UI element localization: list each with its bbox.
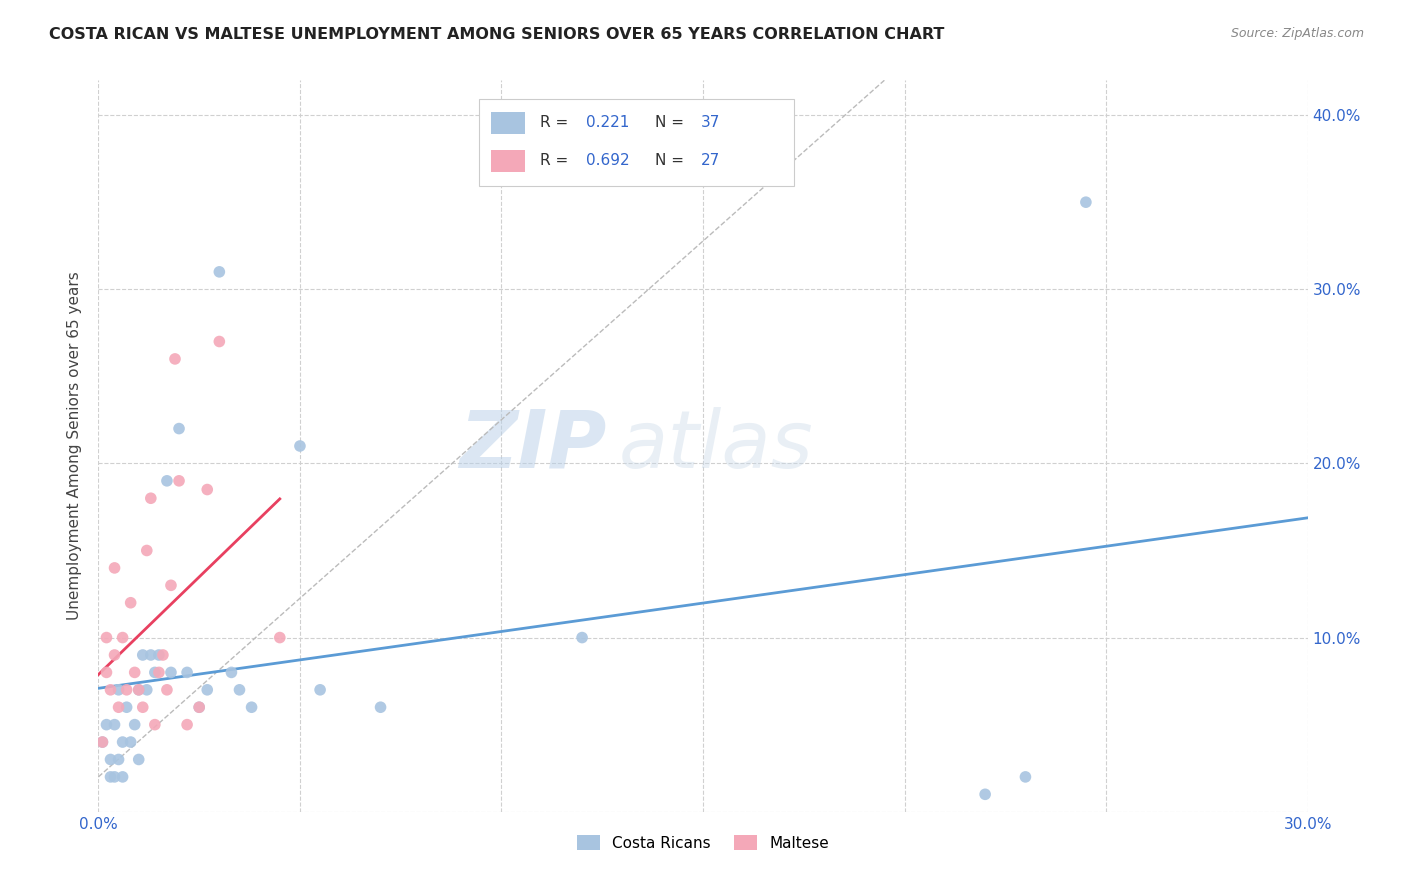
Point: [1014, 770, 1036, 784]
Point: [91, 735, 114, 749]
Point: [115, 700, 138, 714]
Point: [188, 700, 211, 714]
Point: [120, 596, 142, 610]
FancyBboxPatch shape: [479, 99, 793, 186]
Point: [167, 474, 190, 488]
Point: [1074, 195, 1097, 210]
Point: [571, 631, 593, 645]
Point: [132, 648, 155, 662]
Point: [103, 561, 125, 575]
Point: [115, 682, 138, 697]
Point: [103, 770, 125, 784]
Point: [120, 735, 142, 749]
Point: [107, 682, 129, 697]
Point: [128, 682, 150, 697]
Text: 0.692: 0.692: [586, 153, 630, 169]
Point: [100, 770, 122, 784]
Y-axis label: Unemployment Among Seniors over 65 years: Unemployment Among Seniors over 65 years: [67, 272, 83, 620]
FancyBboxPatch shape: [492, 112, 526, 134]
Point: [139, 648, 162, 662]
Point: [309, 682, 332, 697]
Point: [156, 474, 179, 488]
Text: 37: 37: [700, 115, 720, 130]
Point: [132, 700, 155, 714]
Point: [103, 717, 125, 731]
Point: [100, 752, 122, 766]
Point: [370, 700, 392, 714]
Text: ZIP: ZIP: [458, 407, 606, 485]
Point: [240, 700, 263, 714]
Point: [107, 752, 129, 766]
Text: N =: N =: [655, 115, 689, 130]
Point: [103, 648, 125, 662]
Point: [195, 682, 218, 697]
Point: [160, 578, 183, 592]
Point: [148, 648, 170, 662]
Point: [111, 631, 134, 645]
Point: [228, 682, 250, 697]
Text: atlas: atlas: [619, 407, 813, 485]
Point: [96, 665, 118, 680]
Text: N =: N =: [655, 153, 689, 169]
Point: [163, 351, 186, 366]
Point: [124, 665, 146, 680]
Point: [96, 717, 118, 731]
Point: [288, 439, 311, 453]
Point: [143, 665, 166, 680]
Point: [107, 700, 129, 714]
Point: [176, 717, 198, 731]
Point: [156, 682, 179, 697]
Point: [96, 631, 118, 645]
Text: 27: 27: [700, 153, 720, 169]
Point: [143, 717, 166, 731]
Point: [135, 543, 157, 558]
Text: R =: R =: [540, 115, 572, 130]
Point: [135, 682, 157, 697]
Point: [139, 491, 162, 506]
Point: [111, 770, 134, 784]
Point: [208, 334, 231, 349]
Point: [124, 717, 146, 731]
Point: [128, 752, 150, 766]
FancyBboxPatch shape: [492, 150, 526, 171]
Point: [100, 682, 122, 697]
Text: COSTA RICAN VS MALTESE UNEMPLOYMENT AMONG SENIORS OVER 65 YEARS CORRELATION CHAR: COSTA RICAN VS MALTESE UNEMPLOYMENT AMON…: [49, 27, 945, 42]
Text: Source: ZipAtlas.com: Source: ZipAtlas.com: [1230, 27, 1364, 40]
Point: [269, 631, 291, 645]
Point: [152, 648, 174, 662]
Point: [148, 665, 170, 680]
Point: [91, 735, 114, 749]
Legend: Costa Ricans, Maltese: Costa Ricans, Maltese: [571, 829, 835, 856]
Point: [974, 787, 997, 801]
Point: [111, 735, 134, 749]
Text: R =: R =: [540, 153, 572, 169]
Point: [128, 682, 150, 697]
Point: [188, 700, 211, 714]
Point: [160, 665, 183, 680]
Text: 0.221: 0.221: [586, 115, 628, 130]
Point: [167, 421, 190, 435]
Point: [176, 665, 198, 680]
Point: [195, 483, 218, 497]
Point: [208, 265, 231, 279]
Point: [221, 665, 243, 680]
